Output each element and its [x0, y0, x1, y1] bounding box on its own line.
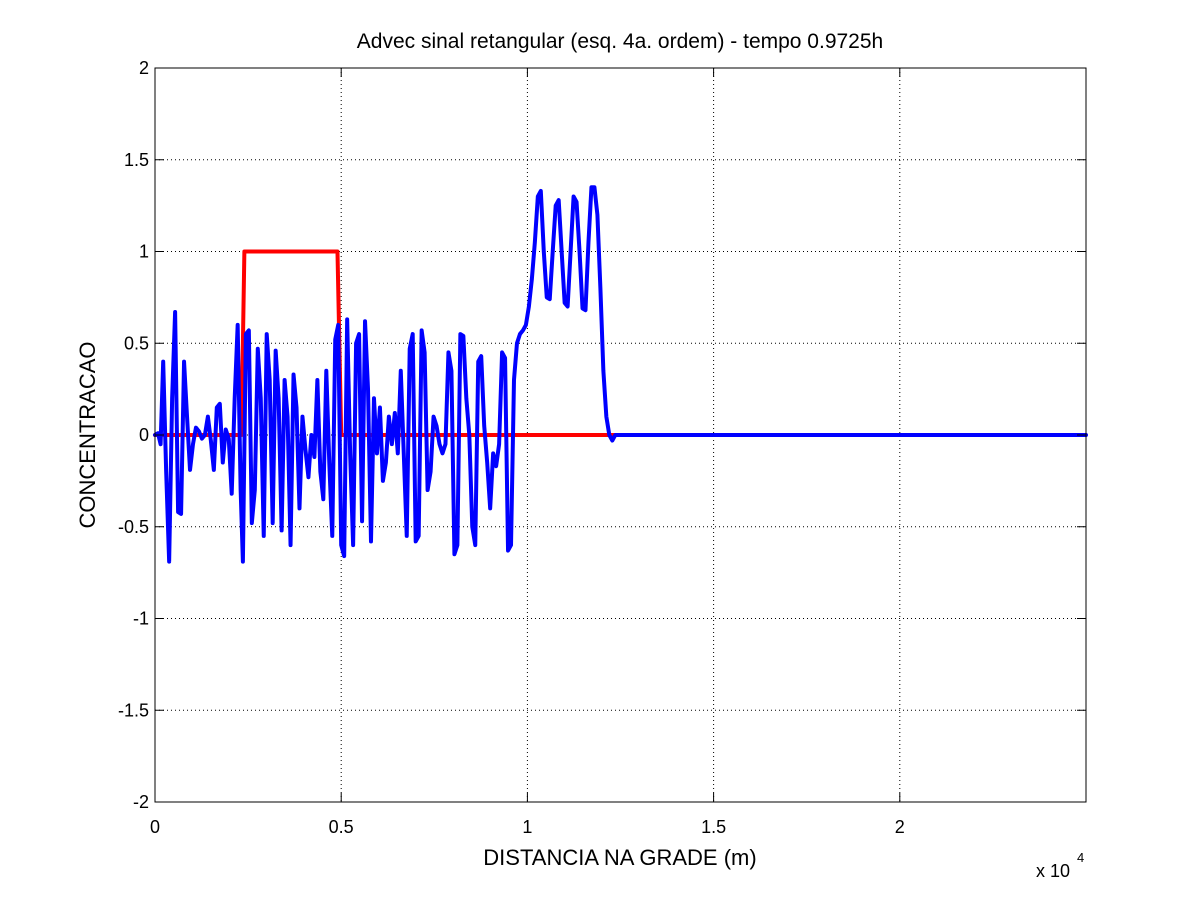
- y-tick-label: -1.5: [118, 700, 149, 720]
- x-axis-label: DISTANCIA NA GRADE (m): [483, 845, 756, 870]
- x-scale-exponent: 4: [1077, 850, 1084, 865]
- y-tick-label: 0.5: [124, 333, 149, 353]
- x-tick-label: 1: [522, 817, 532, 837]
- y-tick-label: 2: [139, 58, 149, 78]
- y-tick-label: 1: [139, 242, 149, 262]
- x-tick-label: 0: [150, 817, 160, 837]
- y-tick-label: 0: [139, 425, 149, 445]
- series-layer: [153, 185, 1088, 564]
- x-scale-multiplier: x 10: [1036, 861, 1070, 881]
- x-tick-label: 0.5: [329, 817, 354, 837]
- y-tick-label: -2: [133, 792, 149, 812]
- chart-title: Advec sinal retangular (esq. 4a. ordem) …: [357, 30, 883, 53]
- ticks: 0 0.5 1 1.5 2 -2 -1.5 -1 -0.5 0 0.5 1 1.5 2: [118, 58, 1086, 837]
- y-axis-label: CONCENTRACAO: [75, 341, 100, 528]
- series-line-numerical: [153, 185, 1088, 564]
- x-tick-label: 2: [895, 817, 905, 837]
- y-tick-label: 1.5: [124, 150, 149, 170]
- y-tick-label: -0.5: [118, 517, 149, 537]
- x-tick-label: 1.5: [701, 817, 726, 837]
- y-tick-label: -1: [133, 609, 149, 629]
